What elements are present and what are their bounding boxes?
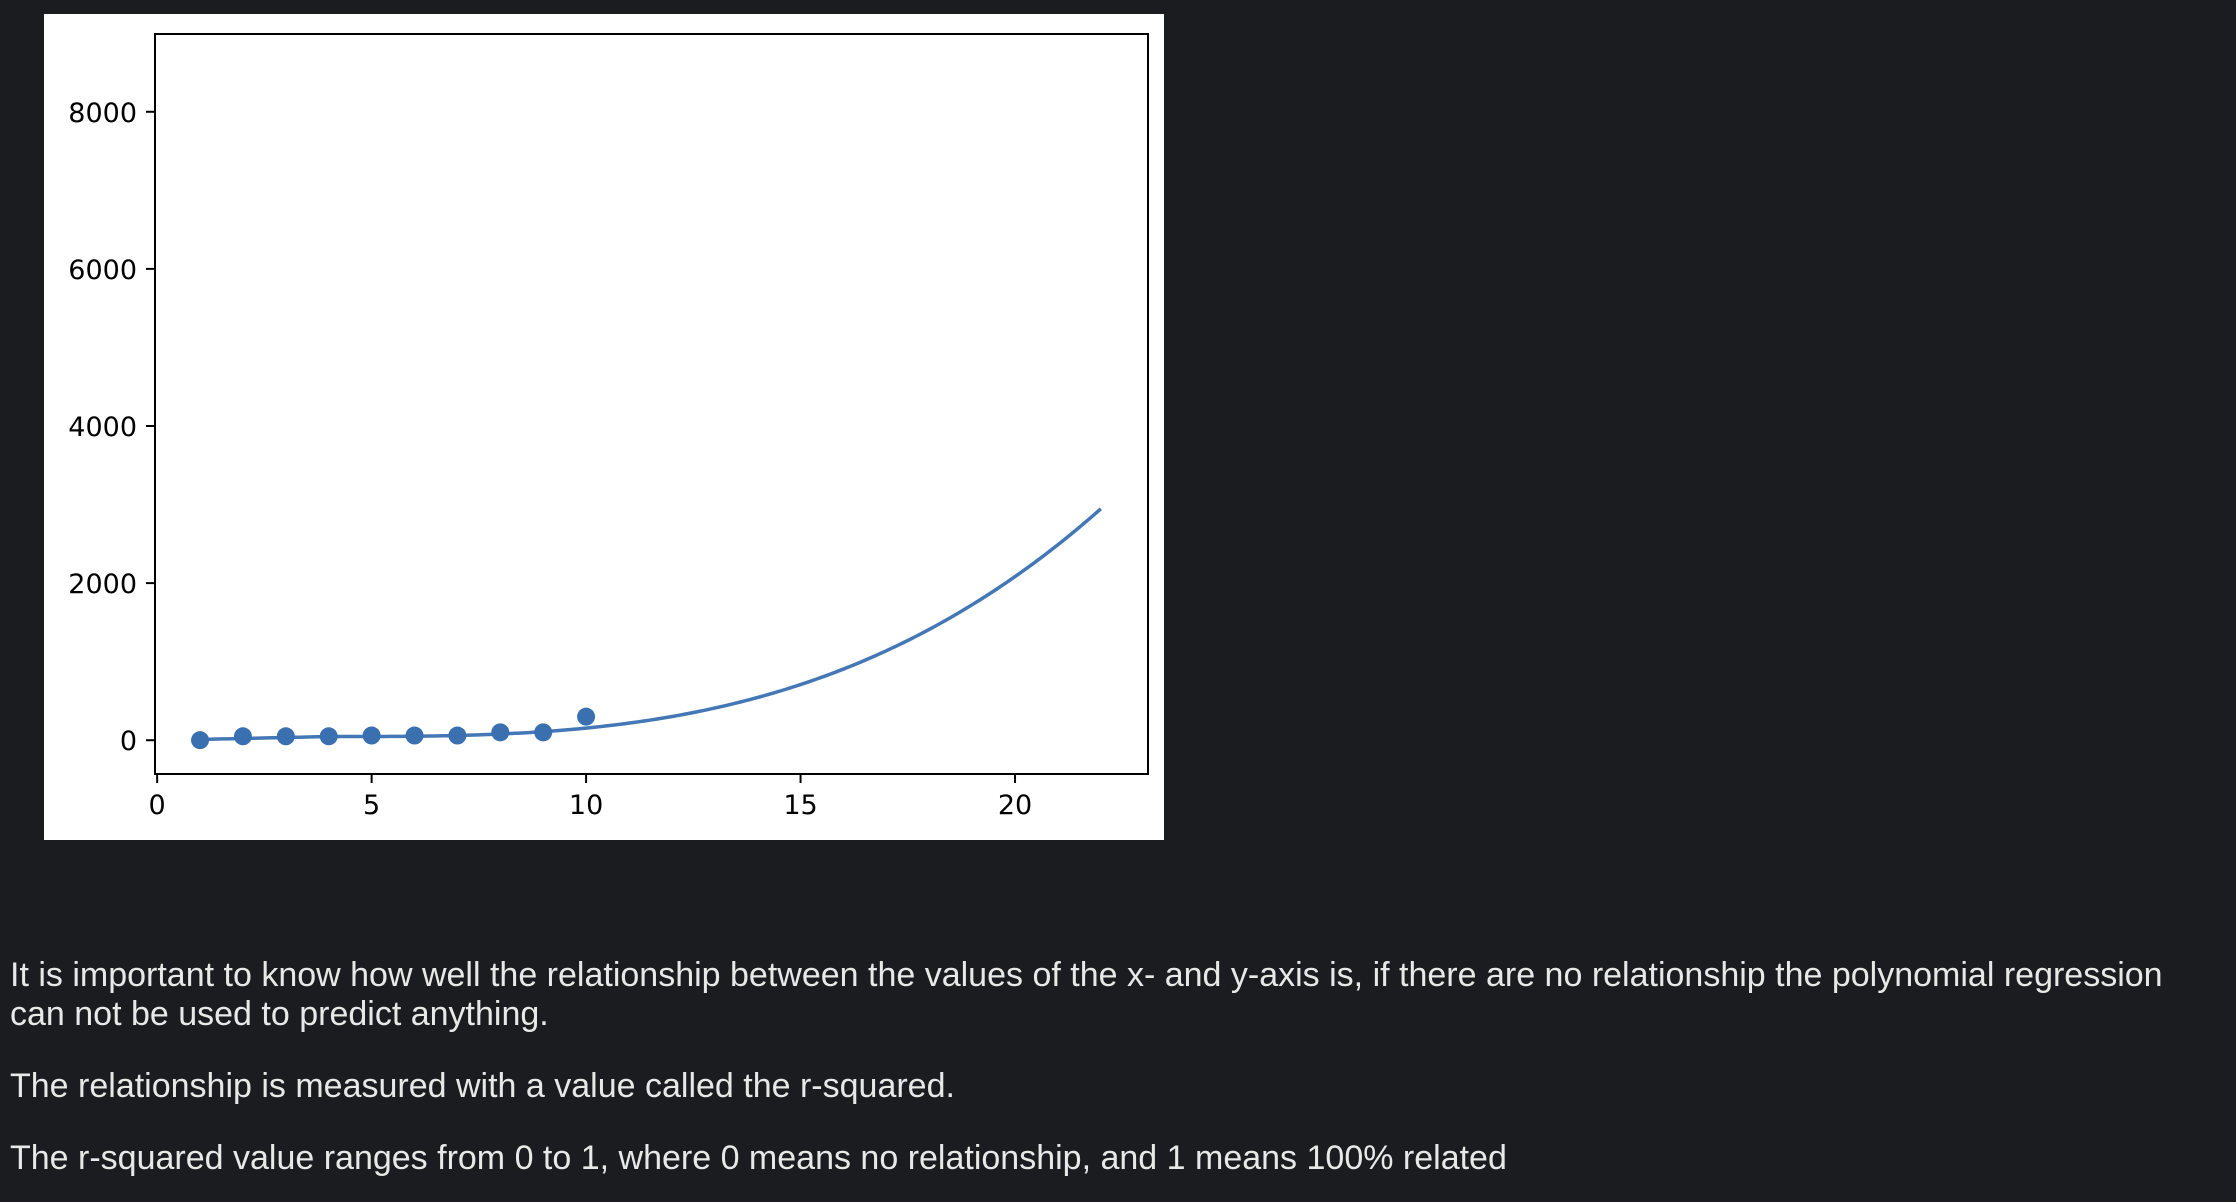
paragraph-r-squared-intro: The relationship is measured with a valu… xyxy=(10,1067,955,1105)
y-tick-label: 0 xyxy=(120,726,137,757)
x-axis: 0 5 10 15 20 xyxy=(149,774,1032,821)
x-tick-label: 5 xyxy=(363,790,380,821)
data-point xyxy=(362,726,381,745)
data-point xyxy=(491,723,510,742)
data-points xyxy=(191,707,596,750)
x-tick-label: 15 xyxy=(783,790,817,821)
paragraph-relationship-importance: It is important to know how well the rel… xyxy=(10,956,2163,1033)
y-tick-label: 4000 xyxy=(68,412,137,443)
x-tick-label: 20 xyxy=(998,790,1032,821)
chart-figure: 0 5 10 15 20 0 2000 4000 6000 8000 xyxy=(44,14,1164,840)
x-tick-label: 10 xyxy=(569,790,603,821)
explanation-text: It is important to know how well the rel… xyxy=(10,956,2226,1202)
data-point xyxy=(233,727,252,746)
y-tick-label: 2000 xyxy=(68,569,137,600)
data-point xyxy=(448,726,467,745)
data-point xyxy=(405,726,424,745)
data-point xyxy=(319,727,338,746)
chart: 0 5 10 15 20 0 2000 4000 6000 8000 xyxy=(68,33,1149,821)
y-tick-label: 6000 xyxy=(68,255,137,286)
regression-curve xyxy=(199,507,1102,742)
data-point xyxy=(191,731,210,750)
data-point xyxy=(534,723,553,742)
plot-frame xyxy=(154,33,1149,775)
y-tick-label: 8000 xyxy=(68,98,137,129)
paragraph-r-squared-range: The r-squared value ranges from 0 to 1, … xyxy=(10,1139,1507,1177)
y-axis: 0 2000 4000 6000 8000 xyxy=(68,98,155,757)
data-point xyxy=(577,707,596,726)
data-point xyxy=(276,727,295,746)
x-tick-label: 0 xyxy=(149,790,166,821)
